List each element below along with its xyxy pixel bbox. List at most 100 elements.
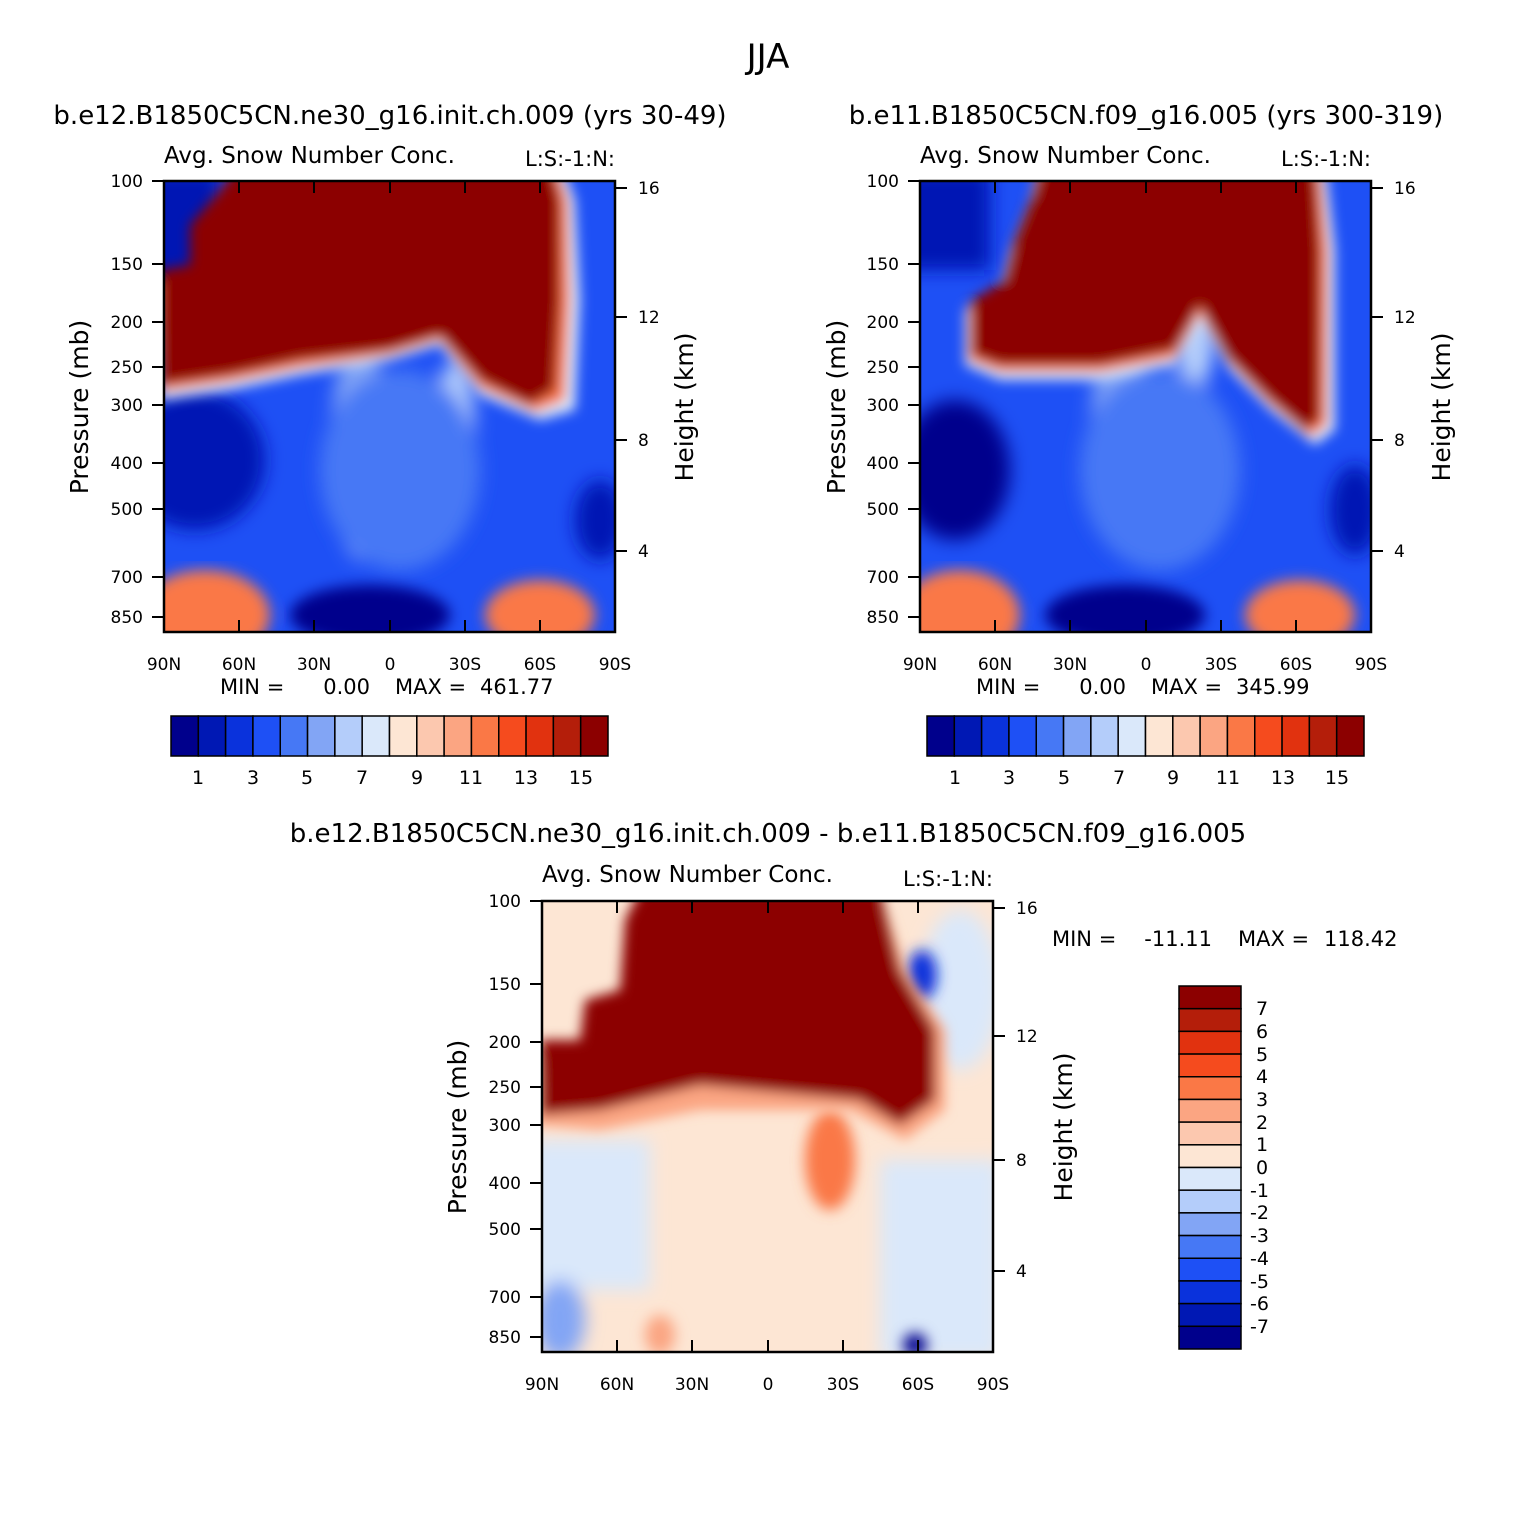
colorbar-swatch [1254, 715, 1283, 757]
y-right-tick-label: 8 [1394, 431, 1405, 451]
y-right-tick-label: 16 [1016, 899, 1038, 919]
y-right-tick-label: 12 [1016, 1027, 1038, 1047]
x-tick-label: 60S [1280, 655, 1312, 675]
colorbar-swatch [1178, 1257, 1242, 1282]
y-right-tick-label: 16 [638, 179, 660, 199]
colorbar-label: 3 [1003, 767, 1015, 789]
colorbar-swatch [1062, 715, 1092, 757]
min-value: 0.00 [1079, 675, 1126, 699]
y-axis-label: Pressure (mb) [443, 1040, 472, 1214]
variable-title: Avg. Snow Number Conc. [164, 143, 455, 169]
colorbar-swatch [1172, 715, 1201, 757]
x-tick-label: 60S [524, 655, 556, 675]
x-tick-label: 60N [600, 1375, 634, 1395]
colorbar-label: 4 [1256, 1066, 1268, 1088]
min-label: MIN = [220, 675, 284, 699]
colorbar-label: 1 [1256, 1134, 1268, 1156]
colorbar-label: 5 [1058, 767, 1070, 789]
y-tick-label: 250 [867, 358, 899, 378]
colorbar-label: -5 [1250, 1271, 1269, 1293]
axis-ticks [908, 180, 1383, 632]
x-tick-label: 30N [1053, 655, 1087, 675]
y-tick-label: 500 [489, 1220, 521, 1240]
positive-patch-mid [805, 1110, 855, 1210]
low-region-north [920, 400, 1010, 540]
colorbar-swatch [1178, 985, 1242, 1010]
colorbar-label: -1 [1250, 1180, 1269, 1202]
tropics-mid-band [1080, 370, 1240, 570]
x-tick-label: 30S [1205, 655, 1237, 675]
colorbar-label: 5 [301, 767, 313, 789]
colorbar-swatch [388, 715, 418, 757]
y-tick-label: 100 [489, 892, 521, 912]
y-tick-label: 400 [867, 454, 899, 474]
colorbar-swatch [306, 715, 336, 757]
colorbar-swatch [1178, 1053, 1242, 1078]
colorbar-label: 0 [1256, 1157, 1268, 1179]
y-right-tick-label: 4 [1394, 542, 1405, 562]
contour-field [920, 181, 1371, 632]
surface-low-tropics [290, 585, 450, 632]
max-label: MAX = [1238, 927, 1309, 951]
colorbar-label: 11 [459, 767, 483, 789]
y-tick-label: 300 [867, 396, 899, 416]
colorbar-swatch [1178, 1212, 1242, 1237]
tropics-mid-band [320, 370, 480, 570]
colorbar-swatch [1281, 715, 1311, 757]
colorbar [1178, 985, 1242, 1350]
y-tick-label: 200 [489, 1033, 521, 1053]
y-tick-label: 250 [489, 1078, 521, 1098]
y-tick-label: 100 [867, 172, 899, 192]
colorbar-label: 1 [192, 767, 204, 789]
colorbar-label: 1 [949, 767, 961, 789]
y-axis-label: Pressure (mb) [65, 320, 94, 494]
surface-low-tropics [1045, 585, 1205, 632]
colorbar-swatch [1008, 715, 1037, 757]
colorbar-swatch [1178, 1189, 1242, 1214]
colorbar-swatch [1308, 715, 1338, 757]
max-value: 345.99 [1236, 675, 1309, 699]
x-tick-label: 30S [827, 1375, 859, 1395]
colorbar-swatch [926, 715, 956, 757]
y-tick-label: 100 [111, 172, 143, 192]
colorbar-label: -4 [1250, 1248, 1269, 1270]
x-tick-label: 30N [297, 655, 331, 675]
negative-patch-surface-north [542, 1280, 585, 1352]
y-right-tick-label: 16 [1394, 179, 1416, 199]
colorbar-label: -3 [1250, 1225, 1269, 1247]
colorbar-swatch [1199, 715, 1229, 757]
y-tick-label: 150 [489, 975, 521, 995]
colorbar-swatch [1178, 1280, 1242, 1305]
x-tick-label: 90S [1355, 655, 1387, 675]
colorbar-swatch [470, 715, 500, 757]
colorbar [926, 715, 1365, 757]
case-title: b.e11.B1850C5CN.f09_g16.005 (yrs 300-319… [849, 101, 1443, 131]
y-tick-label: 700 [489, 1288, 521, 1308]
variable-title: Avg. Snow Number Conc. [920, 143, 1211, 169]
colorbar-label: -6 [1250, 1293, 1269, 1315]
panel-difference: b.e12.B1850C5CN.ne30_g16.init.ch.009 - b… [290, 819, 1398, 1395]
low-region-south-pole [575, 480, 615, 560]
colorbar-swatch [361, 715, 391, 757]
colorbar-swatch [1178, 1076, 1242, 1101]
x-tick-label: 60S [902, 1375, 934, 1395]
y-axis-label: Pressure (mb) [822, 320, 851, 494]
colorbar-label: 2 [1256, 1112, 1268, 1134]
colorbar-label: 3 [247, 767, 259, 789]
x-tick-label: 30N [675, 1375, 709, 1395]
min-value: 0.00 [323, 675, 370, 699]
y-right-tick-label: 8 [1016, 1151, 1027, 1171]
y-tick-label: 150 [111, 255, 143, 275]
max-label: MAX = [1151, 675, 1222, 699]
positive-patch-surface [645, 1315, 675, 1352]
upper-max-core [972, 181, 1320, 430]
figure-title: JJA [745, 37, 790, 77]
x-tick-label: 90S [599, 655, 631, 675]
max-value: 461.77 [480, 675, 553, 699]
min-value: -11.11 [1144, 927, 1212, 951]
y-right-tick-label: 4 [638, 542, 649, 562]
surface-high-south [1245, 580, 1355, 632]
case-title: b.e12.B1850C5CN.ne30_g16.init.ch.009 (yr… [53, 101, 726, 131]
y-tick-label: 150 [867, 255, 899, 275]
surface-high-north [164, 570, 270, 632]
